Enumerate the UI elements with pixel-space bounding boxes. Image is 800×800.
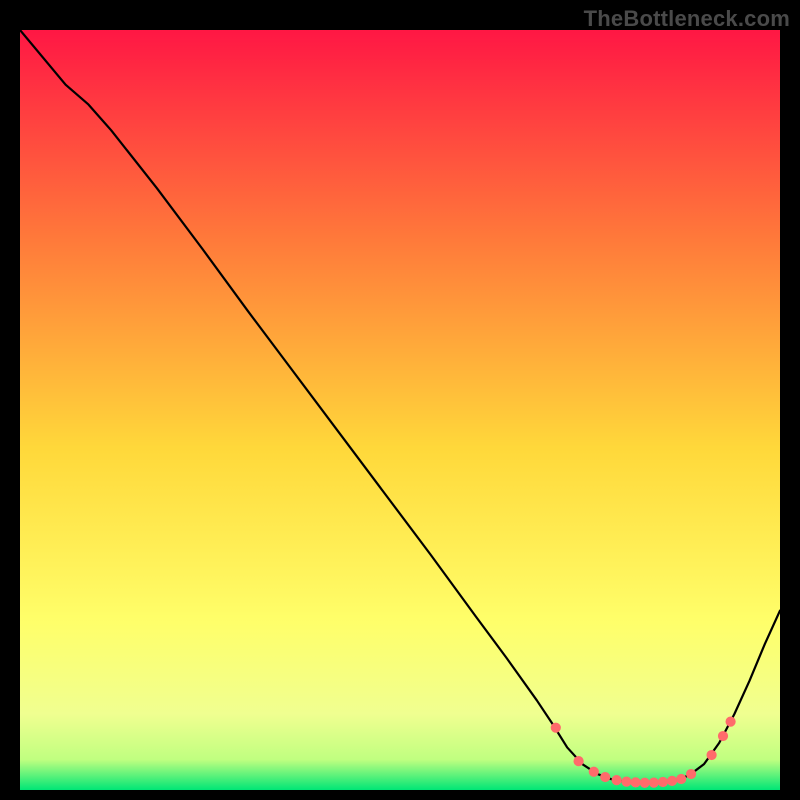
watermark-text: TheBottleneck.com <box>584 6 790 32</box>
plot-area <box>20 30 780 790</box>
curve-marker <box>601 772 610 781</box>
curve-marker <box>589 767 598 776</box>
bottleneck-chart <box>20 30 780 790</box>
curve-marker <box>686 769 695 778</box>
curve-marker <box>677 774 686 783</box>
curve-marker <box>612 776 621 785</box>
curve-marker <box>640 778 649 787</box>
curve-marker <box>658 777 667 786</box>
curve-marker <box>707 750 716 759</box>
curve-marker <box>649 778 658 787</box>
curve-marker <box>574 757 583 766</box>
curve-marker <box>631 778 640 787</box>
gradient-background <box>20 30 780 790</box>
curve-marker <box>551 723 560 732</box>
curve-marker <box>726 717 735 726</box>
curve-marker <box>622 777 631 786</box>
curve-marker <box>718 731 727 740</box>
chart-container: TheBottleneck.com <box>0 0 800 800</box>
curve-marker <box>667 776 676 785</box>
